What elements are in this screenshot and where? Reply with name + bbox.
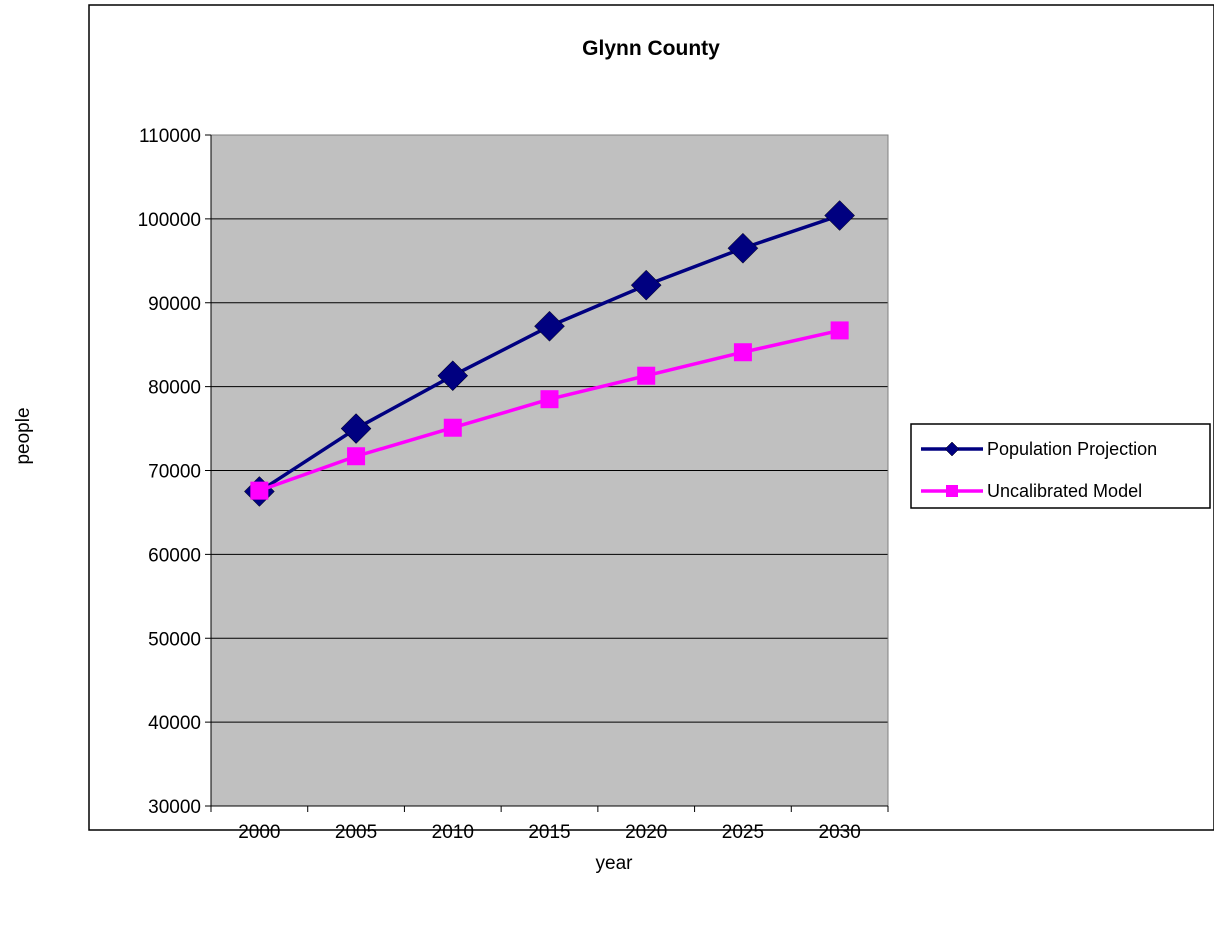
y-axis-title: people [13,407,34,464]
legend-box [910,423,1211,509]
x-tick-label: 2005 [335,822,377,843]
y-tick-label: 70000 [148,462,201,483]
diamond-marker [824,200,855,231]
square-marker [250,481,269,500]
legend: Population Projection Uncalibrated Model [910,423,1211,509]
legend-label-uncalibrated-model: Uncalibrated Model [987,481,1142,501]
square-marker [733,343,752,362]
y-tick-label: 40000 [148,713,201,734]
y-tick-label: 80000 [148,378,201,399]
grid-lines [211,134,888,723]
y-tick-label: 90000 [148,294,201,315]
y-tick-label: 30000 [148,797,201,818]
y-tick-label: 110000 [139,126,201,147]
diamond-marker [437,360,469,392]
legend-diamond-marker [944,441,960,457]
y-tick-label: 60000 [148,545,201,566]
square-marker [443,418,462,437]
square-marker [540,390,559,409]
legend-square-marker [946,485,958,497]
legend-items: Population Projection Uncalibrated Model [921,439,1157,501]
legend-label-population-projection: Population Projection [987,439,1157,459]
diamond-marker [340,413,372,444]
x-tick-label: 2010 [432,822,474,843]
x-tick-label: 2020 [625,822,667,843]
series-uncalibrated-model [250,321,849,500]
axes: 30000 40000 50000 60000 70000 80000 90000 10000… [138,126,889,843]
chart-title: Glynn County [582,37,720,60]
square-marker [830,321,849,340]
x-tick-label: 2025 [722,822,764,843]
y-tick-label: 50000 [148,629,201,650]
series-layer [244,200,855,507]
x-tick-label: 2000 [238,822,280,843]
square-marker [347,447,366,466]
diamond-marker [534,310,565,342]
square-marker [637,366,656,385]
x-tick-label: 2030 [819,822,861,843]
diamond-marker [630,269,662,301]
x-tick-label: 2015 [528,822,570,843]
diamond-marker [727,232,759,264]
y-tick-label: 100000 [138,210,201,231]
x-axis-title: year [596,853,634,874]
